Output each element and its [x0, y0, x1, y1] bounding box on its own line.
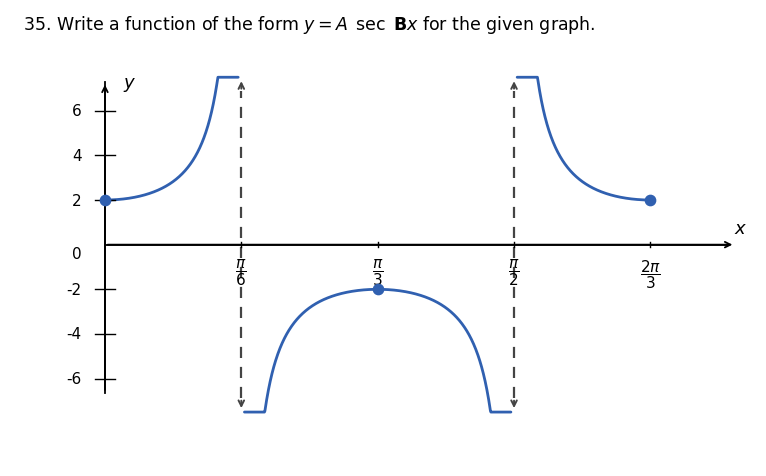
Text: 35. Write a function of the form $y = A\,$ sec $\,\mathbf{B}x$ for the given gra: 35. Write a function of the form $y = A\… — [23, 14, 595, 36]
Text: $\dfrac{\pi}{6}$: $\dfrac{\pi}{6}$ — [235, 258, 247, 287]
Text: 2: 2 — [72, 193, 81, 208]
Text: -2: -2 — [67, 282, 81, 297]
Text: 4: 4 — [72, 149, 81, 164]
Point — [372, 286, 384, 294]
Text: -4: -4 — [67, 327, 81, 342]
Point — [99, 197, 111, 204]
Point — [644, 197, 656, 204]
Text: -6: -6 — [66, 371, 81, 386]
Text: $x$: $x$ — [734, 219, 747, 238]
Text: 0: 0 — [72, 247, 81, 261]
Text: $\dfrac{\pi}{3}$: $\dfrac{\pi}{3}$ — [372, 258, 384, 287]
Text: $\dfrac{\pi}{2}$: $\dfrac{\pi}{2}$ — [508, 258, 520, 287]
Text: 6: 6 — [72, 104, 81, 119]
Text: $\dfrac{2\pi}{3}$: $\dfrac{2\pi}{3}$ — [640, 258, 661, 290]
Text: $y$: $y$ — [123, 76, 136, 94]
